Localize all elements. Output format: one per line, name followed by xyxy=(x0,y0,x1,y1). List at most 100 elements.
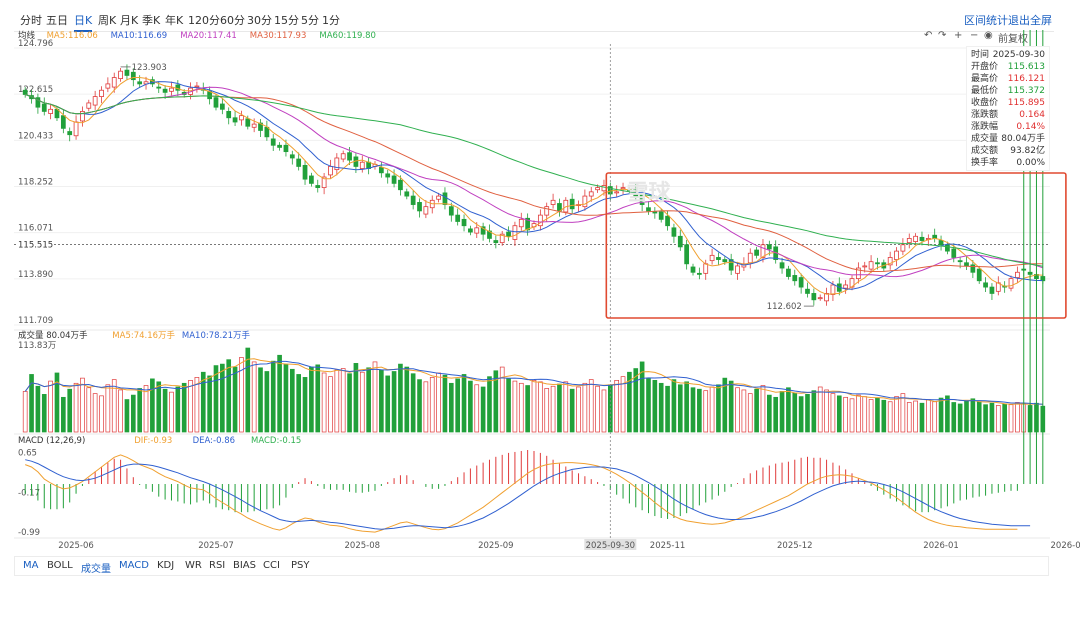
adjust-icon: ◉ xyxy=(984,30,993,41)
candle-body xyxy=(283,144,289,153)
candle-body xyxy=(239,115,244,121)
x-tick-label: 2025-07 xyxy=(198,541,234,550)
info-key: 最高价 xyxy=(971,74,999,84)
volume-bar xyxy=(442,374,448,433)
low-annotation: 112.602 xyxy=(767,302,802,312)
candle-body xyxy=(315,185,321,189)
volume-bar xyxy=(347,373,352,433)
tab-60min[interactable]: 60分 xyxy=(220,14,245,27)
candle-body xyxy=(334,157,340,171)
volume-bar xyxy=(448,382,454,433)
volume-bar xyxy=(773,396,779,433)
volume-bar xyxy=(111,379,117,433)
tab-120min[interactable]: 120分 xyxy=(188,14,220,27)
tab-1min[interactable]: 1分 xyxy=(322,14,340,27)
info-row: 最高价 116.121 xyxy=(971,73,1045,85)
volume-bar xyxy=(767,394,772,433)
volume-ma-lines xyxy=(24,358,1043,405)
tab-wuri[interactable]: 五日 xyxy=(46,14,68,27)
tab-niank[interactable]: 年K xyxy=(165,14,184,27)
volume-bar xyxy=(894,396,899,433)
volume-bar xyxy=(499,366,505,433)
candle-body xyxy=(983,282,988,288)
candle-body xyxy=(378,167,384,174)
tab-zhouk[interactable]: 周K xyxy=(98,14,117,27)
zoom-in-icon[interactable]: + xyxy=(954,30,963,41)
candle-body xyxy=(620,187,626,190)
volume-bar xyxy=(169,391,174,433)
volume-bar xyxy=(162,388,168,433)
volume-bar xyxy=(328,376,333,433)
volume-bar xyxy=(258,367,263,433)
volume-bar xyxy=(239,357,244,433)
candle-body xyxy=(938,240,944,246)
indicator-tab-ma[interactable]: MA xyxy=(23,560,39,571)
volume-bar xyxy=(270,360,276,433)
tab-yuek[interactable]: 月K xyxy=(120,14,139,27)
candle-body xyxy=(722,259,728,263)
info-key: 涨跌幅 xyxy=(971,122,999,132)
candle-body xyxy=(601,185,607,192)
candle-body xyxy=(156,86,162,89)
indicator-tab-psy[interactable]: PSY xyxy=(291,560,310,571)
candle-body xyxy=(499,233,505,244)
range-stats-link[interactable]: 区间统计 xyxy=(964,14,1008,27)
info-row: 时间 2025-09-30 xyxy=(971,49,1045,61)
candle-body xyxy=(118,70,123,80)
adjust-mode-label[interactable]: 前复权 xyxy=(998,34,1028,45)
candle-body xyxy=(417,202,422,212)
volume-bar xyxy=(73,382,79,433)
volume-bar xyxy=(181,382,187,433)
redo-icon[interactable]: ↷ xyxy=(938,30,947,41)
volume-bar xyxy=(309,366,314,433)
candle-body xyxy=(410,195,416,205)
tab-5min[interactable]: 5分 xyxy=(301,14,319,27)
indicator-tab-cci[interactable]: CCI xyxy=(263,560,280,571)
candle-body xyxy=(868,261,874,270)
kline-chart[interactable]: 均线 MA5:116.06 MA10:116.69 MA20:117.41 MA30:1… xyxy=(0,30,1080,550)
volume-bar xyxy=(226,359,232,433)
indicator-tab-boll[interactable]: BOLL xyxy=(47,560,73,571)
candle-body xyxy=(1015,271,1020,278)
ma60-line xyxy=(25,94,1043,267)
indicator-tab-rsi[interactable]: RSI xyxy=(209,560,226,571)
volume-bar xyxy=(474,384,480,433)
volume-bar xyxy=(264,371,270,433)
indicator-tab-kdj[interactable]: KDJ xyxy=(157,560,175,571)
candle-body xyxy=(436,195,441,200)
indicator-tab-macd[interactable]: MACD xyxy=(119,560,149,571)
tab-15min[interactable]: 15分 xyxy=(274,14,299,27)
macd-legend-item: MACD:-0.15 xyxy=(251,436,301,446)
volume-bar xyxy=(213,365,219,433)
volume-bar xyxy=(945,395,950,433)
candle-body xyxy=(258,122,263,131)
volume-bar xyxy=(881,399,887,433)
candle-body xyxy=(169,87,174,92)
volume-bar xyxy=(658,382,664,433)
tab-30min[interactable]: 30分 xyxy=(247,14,272,27)
candle-body xyxy=(525,217,531,231)
volume-bar xyxy=(404,366,410,433)
ma-lines xyxy=(25,77,1043,295)
undo-icon[interactable]: ↶ xyxy=(924,30,933,41)
indicator-tab-bias[interactable]: BIAS xyxy=(233,560,256,571)
candle-body xyxy=(684,244,690,265)
zoom-out-icon[interactable]: − xyxy=(970,30,979,41)
volume-bar xyxy=(391,371,397,433)
volume-bar xyxy=(525,385,530,433)
candle-body xyxy=(41,103,47,112)
indicator-tab-wr[interactable]: WR xyxy=(185,560,202,571)
exit-fullscreen-link[interactable]: 退出全屏 xyxy=(1008,14,1052,27)
volume-bar xyxy=(697,388,702,433)
volume-bar xyxy=(277,354,282,433)
indicator-tab-成交量[interactable]: 成交量 xyxy=(81,564,111,575)
tab-fenshi[interactable]: 分时 xyxy=(20,14,42,27)
volume-bar xyxy=(957,403,963,433)
candle-body xyxy=(105,83,111,89)
volume-bar xyxy=(760,385,766,433)
tab-jik[interactable]: 季K xyxy=(142,14,161,27)
vol-legend-title: 成交量 80.04万手 xyxy=(18,330,88,341)
volume-bar xyxy=(99,395,104,433)
volume-bar xyxy=(385,375,391,433)
tab-rik[interactable]: 日K xyxy=(74,12,93,32)
